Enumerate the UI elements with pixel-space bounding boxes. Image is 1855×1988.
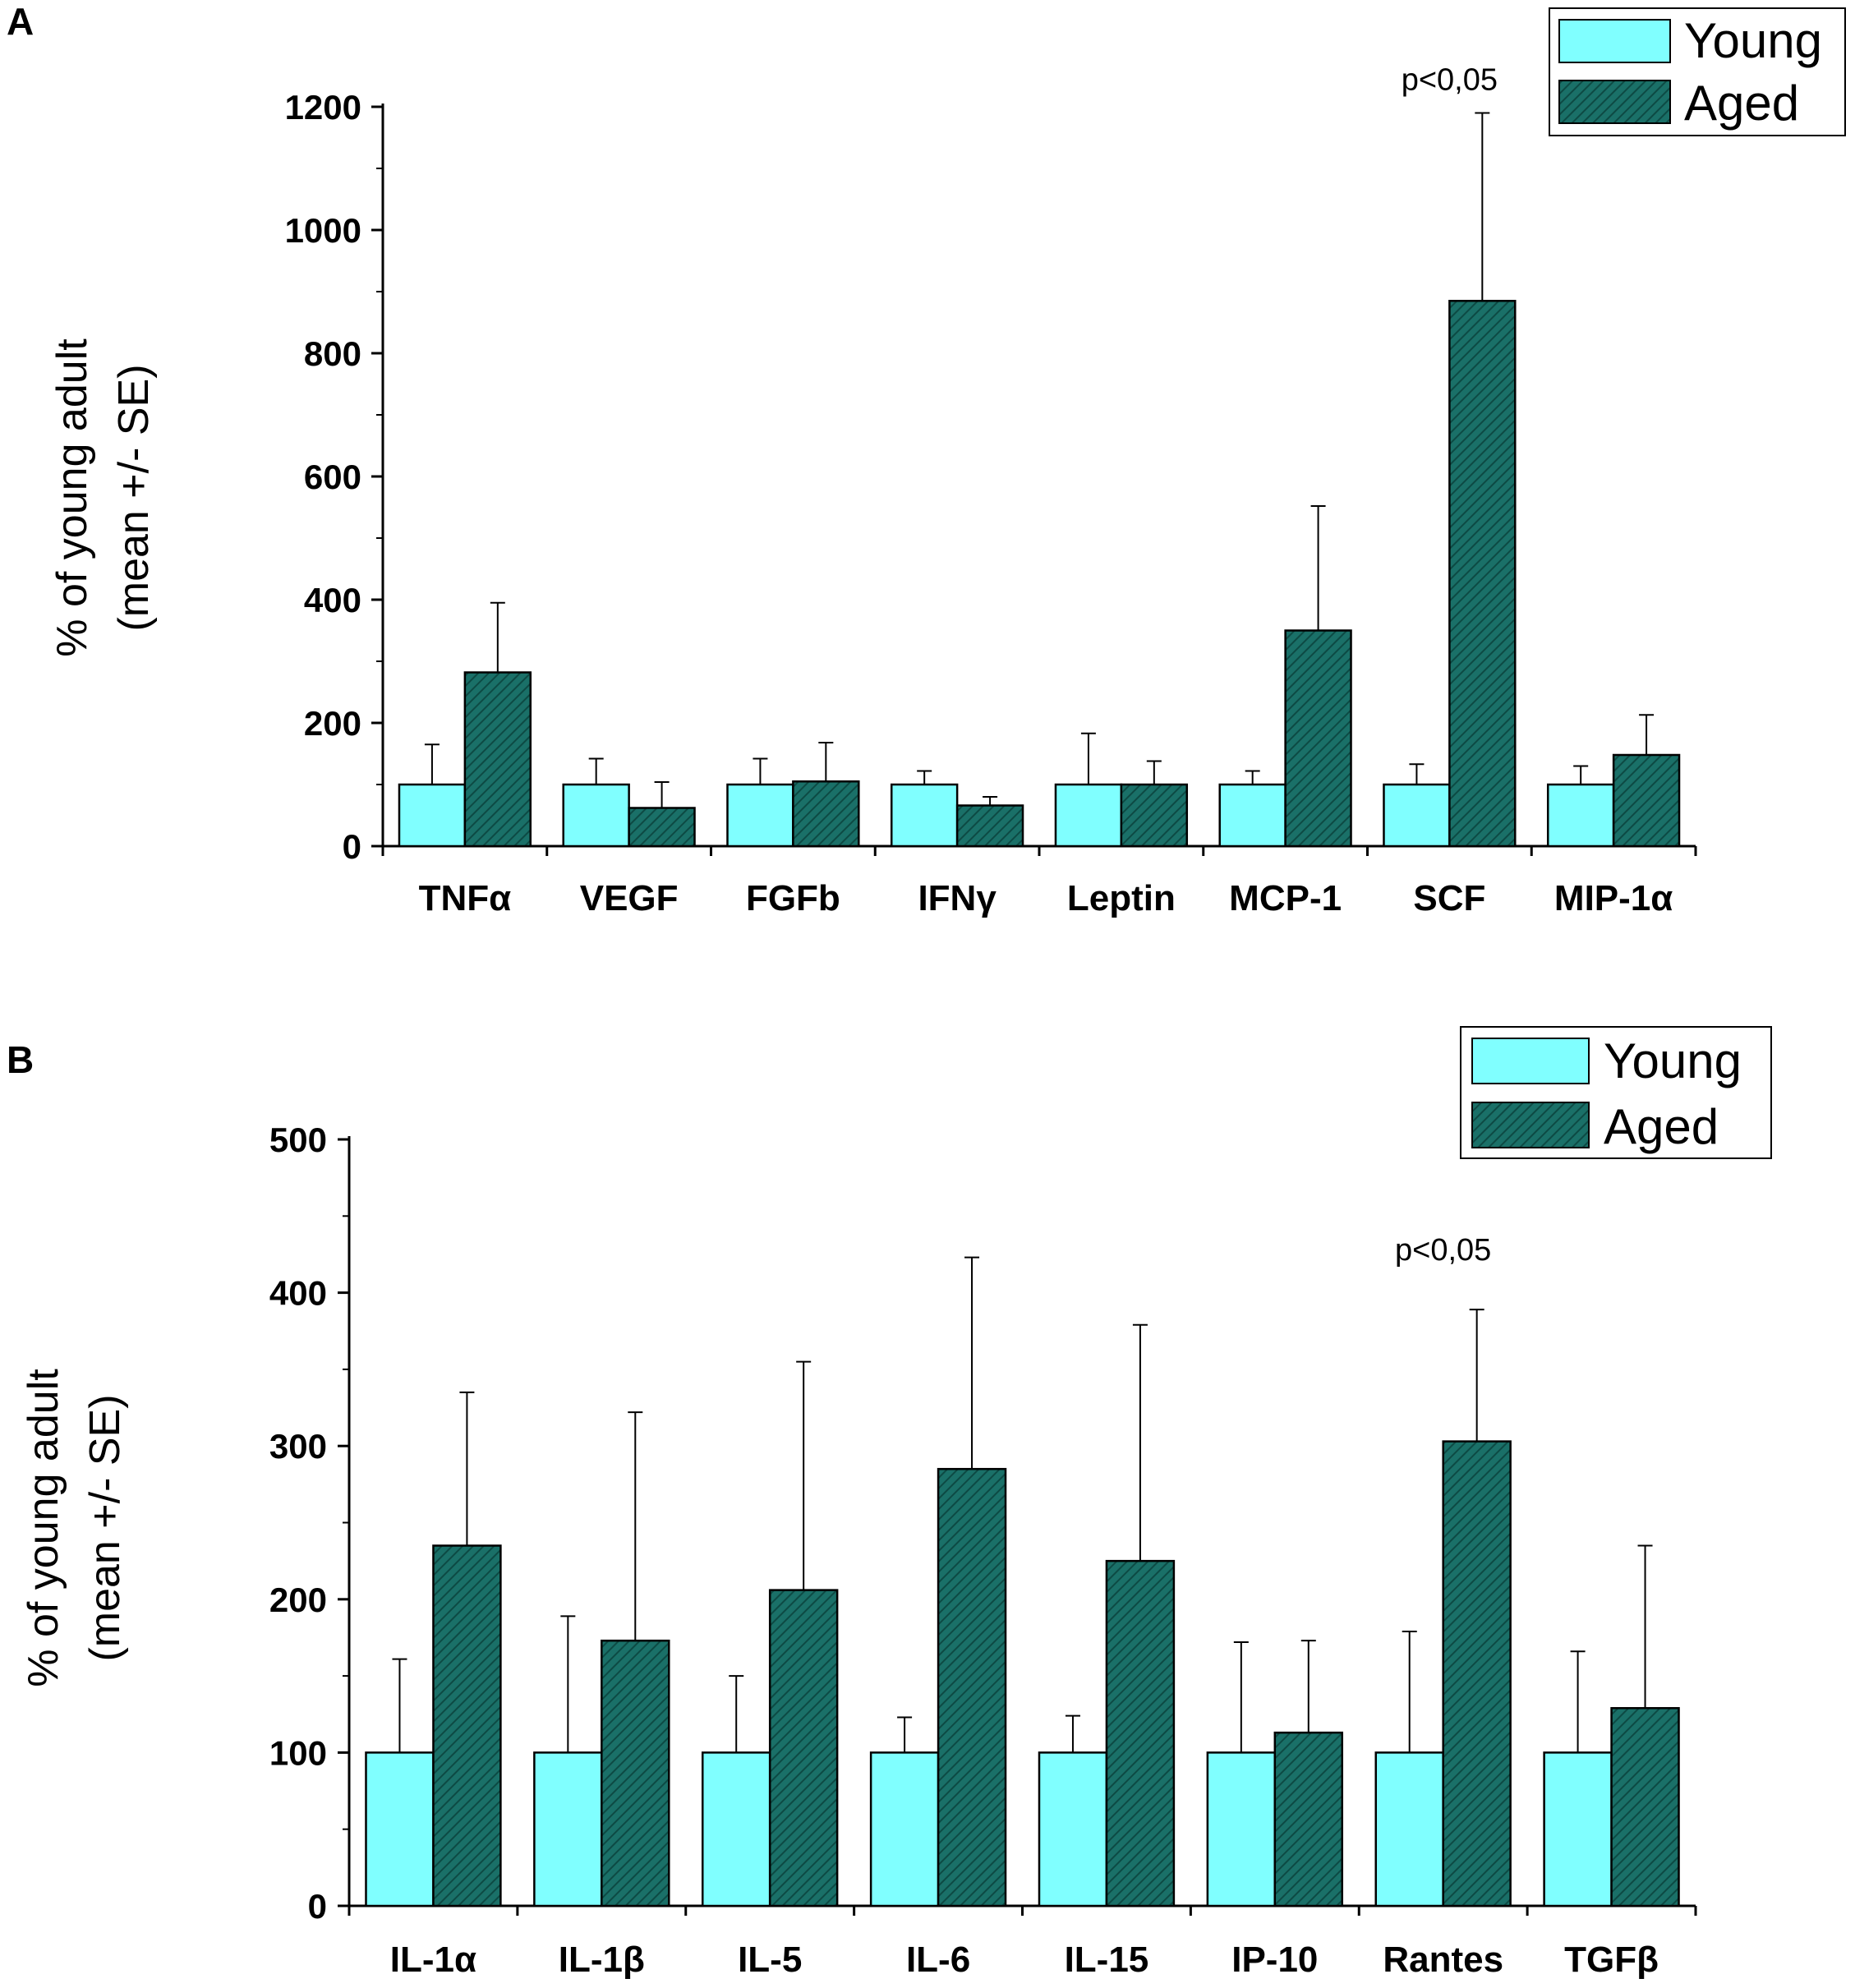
panel-a-y-tick-label: 0 <box>343 827 361 866</box>
panel-b-bar-aged <box>937 1467 1007 1907</box>
panel-b-y-tick-label: 400 <box>269 1274 327 1313</box>
panel-b-x-tick-label: Rantes <box>1383 1940 1503 1980</box>
panel-b-x-tick-label: IL-15 <box>1065 1940 1149 1980</box>
panel-b-bar-aged <box>768 1589 839 1907</box>
panel-a-x-tick-label: FGFb <box>746 878 840 918</box>
panel-a-x-tick-label: MIP-1α <box>1554 878 1673 918</box>
panel-a-x-tick-label: MCP-1 <box>1229 878 1342 918</box>
panel-a-legend-swatch-aged <box>1558 80 1671 124</box>
panel-b-bar-aged <box>1610 1707 1680 1907</box>
panel-a-significance-annotation: p<0,05 <box>1402 63 1498 98</box>
panel-a-legend-label-aged: Aged <box>1684 76 1799 131</box>
panel-b-legend: Young Aged <box>1460 1026 1772 1159</box>
panel-b-y-tick-label: 200 <box>269 1581 327 1619</box>
panel-a-bar-young <box>1218 783 1287 848</box>
panel-b-bar-aged <box>432 1544 502 1907</box>
panel-b-x-tick-label: IP-10 <box>1231 1940 1318 1980</box>
panel-a: A % of young adult (mean +/- SE) 0 200 400… <box>7 0 1846 918</box>
panel-b-legend-swatch-young <box>1471 1038 1590 1084</box>
panel-b-letter: B <box>7 1038 34 1081</box>
panel-a-x-tick-label: TNFα <box>419 878 512 918</box>
panel-b-bar-young <box>1374 1751 1444 1907</box>
panel-b-y-tick-label: 300 <box>269 1427 327 1466</box>
panel-b-bar-young <box>1206 1751 1277 1907</box>
panel-a-bar-young <box>398 783 467 848</box>
panel-a-plot-area: 0 200 400 600 800 1000 1200 TNFα VEGF FGFb IFNγ Lep… <box>285 63 1697 918</box>
panel-a-bar-young <box>890 783 959 848</box>
panel-b-bar-aged <box>601 1639 670 1907</box>
panel-b-bar-young <box>701 1751 771 1907</box>
panel-b-legend-label-young: Young <box>1604 1033 1742 1088</box>
panel-a-y-tick-label: 400 <box>304 581 361 619</box>
panel-a-y-tick-label: 200 <box>304 704 361 743</box>
panel-a-bar-young <box>726 783 794 848</box>
panel-a-bar-aged <box>792 780 860 848</box>
panel-b-y-tick-label: 0 <box>308 1887 327 1926</box>
panel-a-bar-young <box>1546 783 1615 848</box>
panel-b: B % of young adult (mean +/- SE) 0 100 200… <box>7 1026 1772 1980</box>
panel-b-ylabel-line2: (mean +/- SE) <box>81 1394 129 1661</box>
panel-a-x-tick-label: Leptin <box>1067 878 1176 918</box>
panel-a-bar-young <box>1383 783 1451 848</box>
panel-b-bar-young <box>1038 1751 1108 1907</box>
panel-a-y-tick-label: 1200 <box>285 88 361 127</box>
panel-a-x-tick-label: IFNγ <box>918 878 997 918</box>
panel-b-legend-label-aged: Aged <box>1604 1099 1719 1154</box>
panel-b-bar-young <box>869 1751 940 1907</box>
panel-a-y-tick-label: 800 <box>304 334 361 373</box>
panel-b-significance-annotation: p<0,05 <box>1395 1233 1491 1268</box>
panel-a-legend-swatch-young <box>1558 19 1671 63</box>
panel-a-letter: A <box>7 0 34 43</box>
panel-b-bar-aged <box>1105 1559 1176 1907</box>
panel-b-bar-young <box>365 1751 435 1907</box>
panel-b-bar-young <box>533 1751 603 1907</box>
panel-a-legend-label-young: Young <box>1684 13 1822 68</box>
panel-b-x-tick-label: IL-1β <box>559 1940 645 1980</box>
panel-b-y-tick-label: 100 <box>269 1733 327 1772</box>
panel-a-bar-aged <box>1612 753 1681 848</box>
panel-b-x-tick-label: IL-5 <box>738 1940 802 1980</box>
panel-b-x-tick-label: TGFβ <box>1564 1940 1659 1980</box>
panel-b-legend-swatch-aged <box>1471 1102 1590 1148</box>
panel-a-y-tick-label: 600 <box>304 458 361 496</box>
panel-b-plot-area: 0 100 200 300 400 500 IL-1α IL-1β IL-5 IL-6 IL-15 I… <box>269 1121 1697 1980</box>
panel-a-bar-young <box>1054 783 1123 848</box>
panel-a-x-tick-label: VEGF <box>580 878 679 918</box>
panel-b-ylabel-line1: % of young adult <box>20 1369 67 1687</box>
panel-a-bar-aged <box>1448 300 1517 848</box>
panel-a-bar-young <box>562 783 630 848</box>
panel-b-bar-aged <box>1273 1731 1344 1907</box>
panel-a-ylabel-line2: (mean +/- SE) <box>110 364 158 631</box>
panel-b-x-tick-label: IL-1α <box>390 1940 476 1980</box>
panel-b-y-tick-label: 500 <box>269 1121 327 1159</box>
panel-a-y-tick-label: 1000 <box>285 211 361 250</box>
panel-b-bar-aged <box>1442 1440 1512 1907</box>
panel-a-ylabel-line1: % of young adult <box>48 338 96 657</box>
panel-b-x-tick-label: IL-6 <box>906 1940 970 1980</box>
panel-a-x-tick-label: SCF <box>1413 878 1485 918</box>
panel-a-bar-aged <box>628 807 696 848</box>
panel-a-bar-aged <box>1120 783 1189 848</box>
panel-a-bar-aged <box>1284 629 1352 848</box>
panel-a-bar-aged <box>463 671 532 848</box>
panel-b-bar-young <box>1543 1751 1613 1907</box>
panel-a-legend: Young Aged <box>1549 7 1846 136</box>
panel-a-bar-aged <box>955 804 1024 848</box>
